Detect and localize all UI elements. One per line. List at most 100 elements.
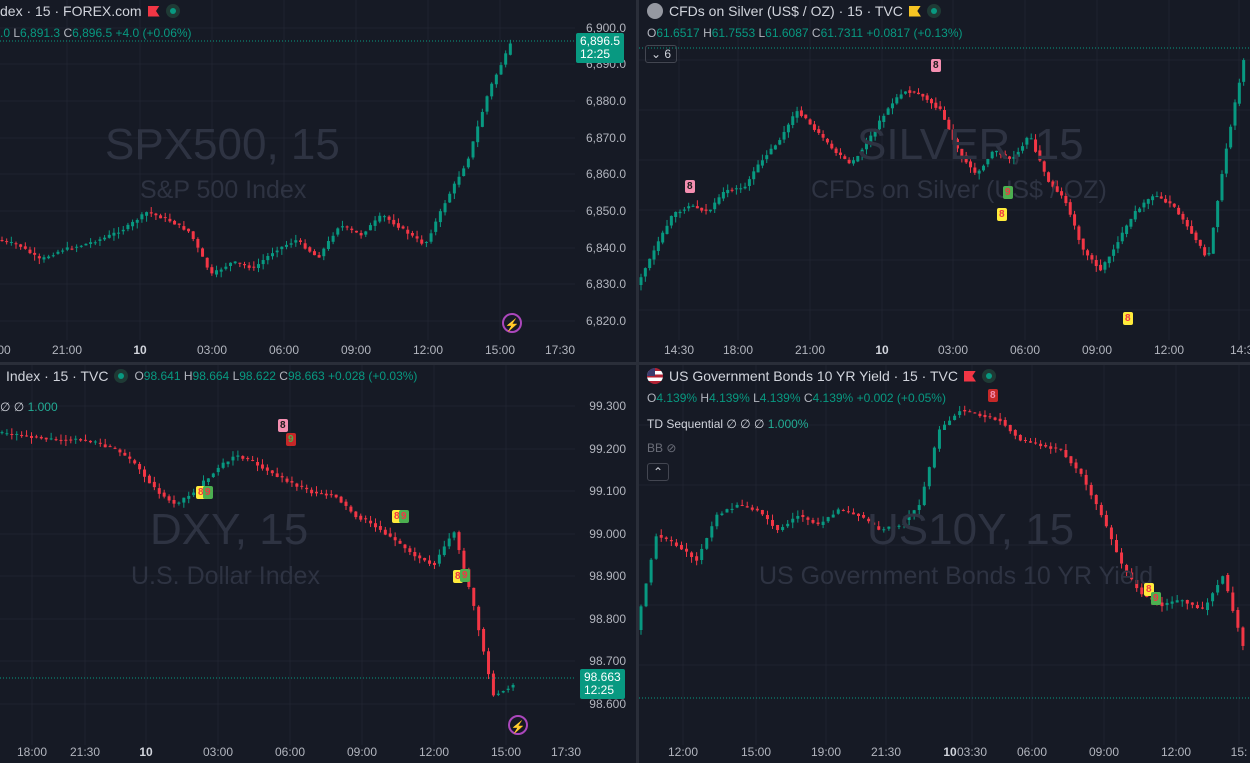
time-tick-label: 09:00 [346, 745, 378, 759]
symbol-title[interactable]: Index · 15 · TVC [6, 368, 109, 384]
chart-pane-us10y[interactable]: US Government Bonds 10 YR Yield · 15 · T… [639, 365, 1250, 763]
eye-hidden-icon[interactable]: ⊘ [666, 441, 677, 455]
candle [695, 552, 699, 566]
symbol-header[interactable]: Index · 15 · TVC O98.641 H98.664 L98.622… [6, 368, 417, 384]
price-tick-label: 6,880.0 [585, 94, 626, 108]
candle [857, 513, 861, 522]
candle [925, 93, 929, 103]
indicator-legend[interactable]: ∅ ∅ 1.000 [0, 400, 58, 414]
symbol-title[interactable]: dex · 15 · FOREX.com [0, 3, 142, 19]
chart-pane-dxy[interactable]: Index · 15 · TVC O98.641 H98.664 L98.622… [0, 365, 636, 763]
candle [33, 247, 37, 261]
candle [243, 261, 247, 269]
candle [977, 169, 981, 180]
chart-pane-spx500[interactable]: dex · 15 · FOREX.com .0 L6,891.3 C6,896.… [0, 0, 636, 362]
candle [765, 510, 769, 525]
candle [121, 225, 125, 235]
candlestick-chart-silver[interactable] [639, 0, 1250, 362]
symbol-header[interactable]: US Government Bonds 10 YR Yield · 15 · T… [647, 368, 996, 384]
td-sequential-label: 9 [460, 569, 470, 582]
candle [678, 209, 682, 218]
candle [159, 213, 163, 219]
lightning-icon[interactable]: ⚡ [502, 313, 522, 333]
candle [1190, 602, 1194, 609]
candle [418, 552, 422, 564]
candle [1120, 226, 1124, 245]
candle [990, 150, 994, 160]
candle [308, 246, 312, 253]
candle [480, 108, 484, 128]
candle [847, 157, 851, 165]
candle [74, 435, 78, 444]
price-tick-label: 99.000 [589, 527, 626, 541]
time-tick-label: 14:30 [1229, 343, 1250, 357]
symbol-title[interactable]: US Government Bonds 10 YR Yield · 15 · T… [669, 368, 958, 384]
pane-divider-horizontal[interactable] [0, 362, 1250, 365]
candle [1172, 203, 1176, 208]
candle [869, 129, 873, 148]
flag-icon[interactable] [147, 5, 160, 17]
candle [715, 512, 719, 530]
candle [305, 484, 309, 494]
symbol-title[interactable]: CFDs on Silver (US$ / OZ) · 15 · TVC [669, 3, 903, 19]
candle [1160, 596, 1164, 612]
candle [1125, 563, 1129, 577]
flag-icon[interactable] [963, 370, 976, 382]
price-tick-label: 6,900.0 [585, 21, 626, 35]
collapse-indicators-button[interactable]: ⌃ [647, 463, 670, 481]
candle [126, 222, 130, 232]
pane-divider-vertical[interactable] [636, 0, 639, 763]
candle [851, 157, 855, 166]
candle [1029, 133, 1033, 140]
symbol-header[interactable]: dex · 15 · FOREX.com [0, 3, 180, 19]
time-tick-label: 21:00 [51, 343, 83, 357]
candle [644, 583, 648, 608]
candlestick-chart-us10y[interactable] [639, 365, 1250, 763]
candle [1164, 194, 1168, 204]
collapse-indicators-button[interactable]: ⌄ 6 [645, 45, 678, 63]
candle [765, 150, 769, 164]
candle [1107, 256, 1111, 268]
watermark-symbol: DXY, 15 [150, 505, 309, 554]
time-tick-label: 03:00 [937, 343, 969, 357]
candle [256, 457, 260, 472]
candlestick-chart-dxy[interactable] [0, 365, 636, 763]
time-tick-label: 10 [133, 343, 147, 357]
candle [88, 440, 92, 444]
candle [877, 115, 881, 132]
indicator-legend-td-sequential[interactable]: TD Sequential ∅ ∅ ∅ 1.000% [647, 417, 809, 431]
candle [10, 428, 14, 440]
candle [1099, 502, 1103, 518]
candle [147, 474, 151, 484]
candle [1023, 437, 1027, 444]
candle [1180, 599, 1184, 607]
candle [49, 432, 53, 441]
candle [755, 506, 759, 512]
candle [999, 151, 1003, 159]
candle [739, 183, 743, 193]
candle [1059, 448, 1063, 452]
candle [177, 223, 181, 229]
candle [157, 483, 161, 499]
candle [1084, 469, 1088, 491]
price-tick-label: 6,840.0 [585, 241, 626, 255]
candle [639, 604, 643, 635]
lightning-icon[interactable]: ⚡ [508, 715, 528, 735]
candle [154, 212, 158, 221]
candlestick-chart-spx500[interactable] [0, 0, 636, 362]
candle [1185, 217, 1189, 230]
time-tick-label: 15: [1230, 745, 1248, 759]
flag-icon[interactable] [908, 5, 921, 17]
candle [654, 533, 658, 560]
candle [462, 165, 466, 177]
candle [843, 154, 847, 160]
candle [39, 435, 43, 440]
indicator-legend-bb[interactable]: BB ⊘ [647, 441, 677, 455]
candle [862, 512, 866, 519]
candle [187, 491, 191, 504]
symbol-header[interactable]: CFDs on Silver (US$ / OZ) · 15 · TVC [647, 3, 941, 19]
candle [1151, 194, 1155, 206]
candle [236, 450, 240, 461]
candle [324, 489, 328, 499]
chart-pane-silver[interactable]: CFDs on Silver (US$ / OZ) · 15 · TVC O61… [639, 0, 1250, 362]
